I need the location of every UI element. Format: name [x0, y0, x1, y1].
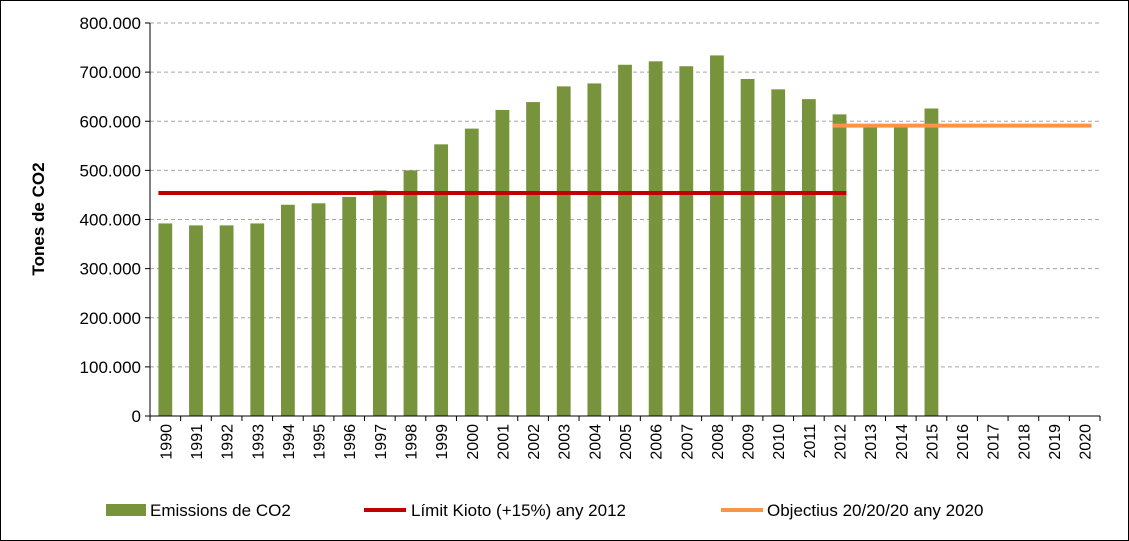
x-tick-label: 1991 — [189, 424, 206, 460]
bar-2006 — [648, 61, 663, 416]
bar-1994 — [281, 204, 295, 416]
bar-1996 — [342, 196, 357, 416]
x-tick-label: 2013 — [863, 424, 880, 460]
bar-2012 — [832, 114, 847, 416]
legend-label-objectius: Objectius 20/20/20 any 2020 — [767, 501, 983, 520]
x-tick-label: 2001 — [495, 424, 512, 460]
legend-item-objectius: Objectius 20/20/20 any 2020 — [721, 501, 983, 520]
legend-label-emissions: Emissions de CO2 — [150, 501, 291, 520]
x-tick-label: 2011 — [802, 424, 819, 459]
legend-label-kioto: Límit Kioto (+15%) any 2012 — [411, 501, 626, 520]
bar-2009 — [740, 79, 755, 416]
x-tick-label: 2019 — [1047, 424, 1064, 460]
bar-2008 — [710, 55, 724, 417]
bar-2014 — [893, 125, 908, 417]
bar-2011 — [801, 99, 816, 417]
x-tick-label: 2007 — [679, 424, 696, 460]
bar-2002 — [526, 102, 540, 416]
bar-1997 — [372, 190, 387, 416]
bar-2004 — [587, 83, 602, 416]
y-tick-labels: 0 100.000 200.000 300.000 400.000 500.000 600.… — [80, 14, 150, 426]
x-tick-label: 2020 — [1078, 424, 1095, 460]
bar-1992 — [219, 225, 234, 416]
x-tick-label: 2005 — [618, 424, 635, 460]
x-tick-label: 1998 — [403, 424, 420, 460]
y-tick-label: 700.000 — [80, 63, 141, 82]
x-tick-label: 2006 — [649, 424, 666, 460]
x-tick-label: 1994 — [281, 424, 298, 460]
x-tick-label: 2000 — [465, 424, 482, 460]
bar-1999 — [434, 144, 449, 416]
y-tick-label: 600.000 — [80, 112, 141, 131]
x-tick-label: 2009 — [741, 424, 758, 460]
gridlines — [150, 22, 1100, 368]
bar-1993 — [250, 223, 265, 416]
legend-item-emissions: Emissions de CO2 — [106, 501, 291, 520]
x-tick-labels: 1990 1991 1992 1993 1994 1995 1996 1997 1998 1999… — [149, 416, 1101, 460]
bar-2007 — [679, 66, 694, 416]
x-tick-label: 2003 — [557, 424, 574, 460]
x-tick-label: 1997 — [373, 424, 390, 460]
legend: Emissions de CO2 Límit Kioto (+15%) any … — [106, 501, 983, 520]
y-tick-label: 500.000 — [80, 161, 141, 180]
y-tick-label: 200.000 — [80, 309, 141, 328]
bar-series — [158, 55, 939, 417]
legend-item-kioto: Límit Kioto (+15%) any 2012 — [364, 501, 626, 520]
x-tick-label: 1993 — [250, 424, 267, 460]
bar-2000 — [464, 128, 479, 416]
x-tick-label: 2004 — [587, 424, 604, 460]
x-tick-label: 1999 — [434, 424, 451, 460]
x-tick-label: 2017 — [986, 424, 1003, 460]
bar-1998 — [403, 170, 418, 416]
x-tick-label: 2008 — [710, 424, 727, 460]
bar-2010 — [771, 89, 786, 416]
x-tick-label: 2016 — [955, 424, 972, 460]
bar-2015 — [924, 108, 939, 416]
bar-2001 — [495, 109, 510, 417]
y-axis-label: Tones de CO2 — [29, 162, 48, 275]
x-tick-label: 1996 — [342, 424, 359, 460]
y-tick-label: 100.000 — [80, 358, 141, 377]
y-tick-label: 400.000 — [80, 211, 141, 230]
x-tick-label: 2015 — [924, 424, 941, 460]
legend-swatch-emissions — [106, 504, 146, 516]
bar-2003 — [556, 86, 571, 416]
bar-1991 — [189, 225, 203, 416]
y-tick-label: 0 — [132, 407, 141, 426]
y-tick-label: 300.000 — [80, 260, 141, 279]
x-tick-label: 1992 — [220, 424, 237, 460]
bar-2013 — [863, 126, 878, 416]
x-tick-label: 2010 — [771, 424, 788, 460]
line-series — [158, 123, 1092, 195]
x-tick-label: 2018 — [1016, 424, 1033, 460]
y-tick-label: 800.000 — [80, 14, 141, 33]
bar-1995 — [311, 203, 326, 416]
x-tick-label: 1990 — [158, 424, 175, 460]
x-tick-label: 2002 — [526, 424, 543, 460]
x-tick-label: 2014 — [894, 424, 911, 460]
bar-2005 — [618, 64, 632, 416]
x-tick-label: 1995 — [312, 424, 329, 460]
bar-1990 — [158, 223, 173, 416]
x-tick-label: 2012 — [833, 424, 850, 460]
